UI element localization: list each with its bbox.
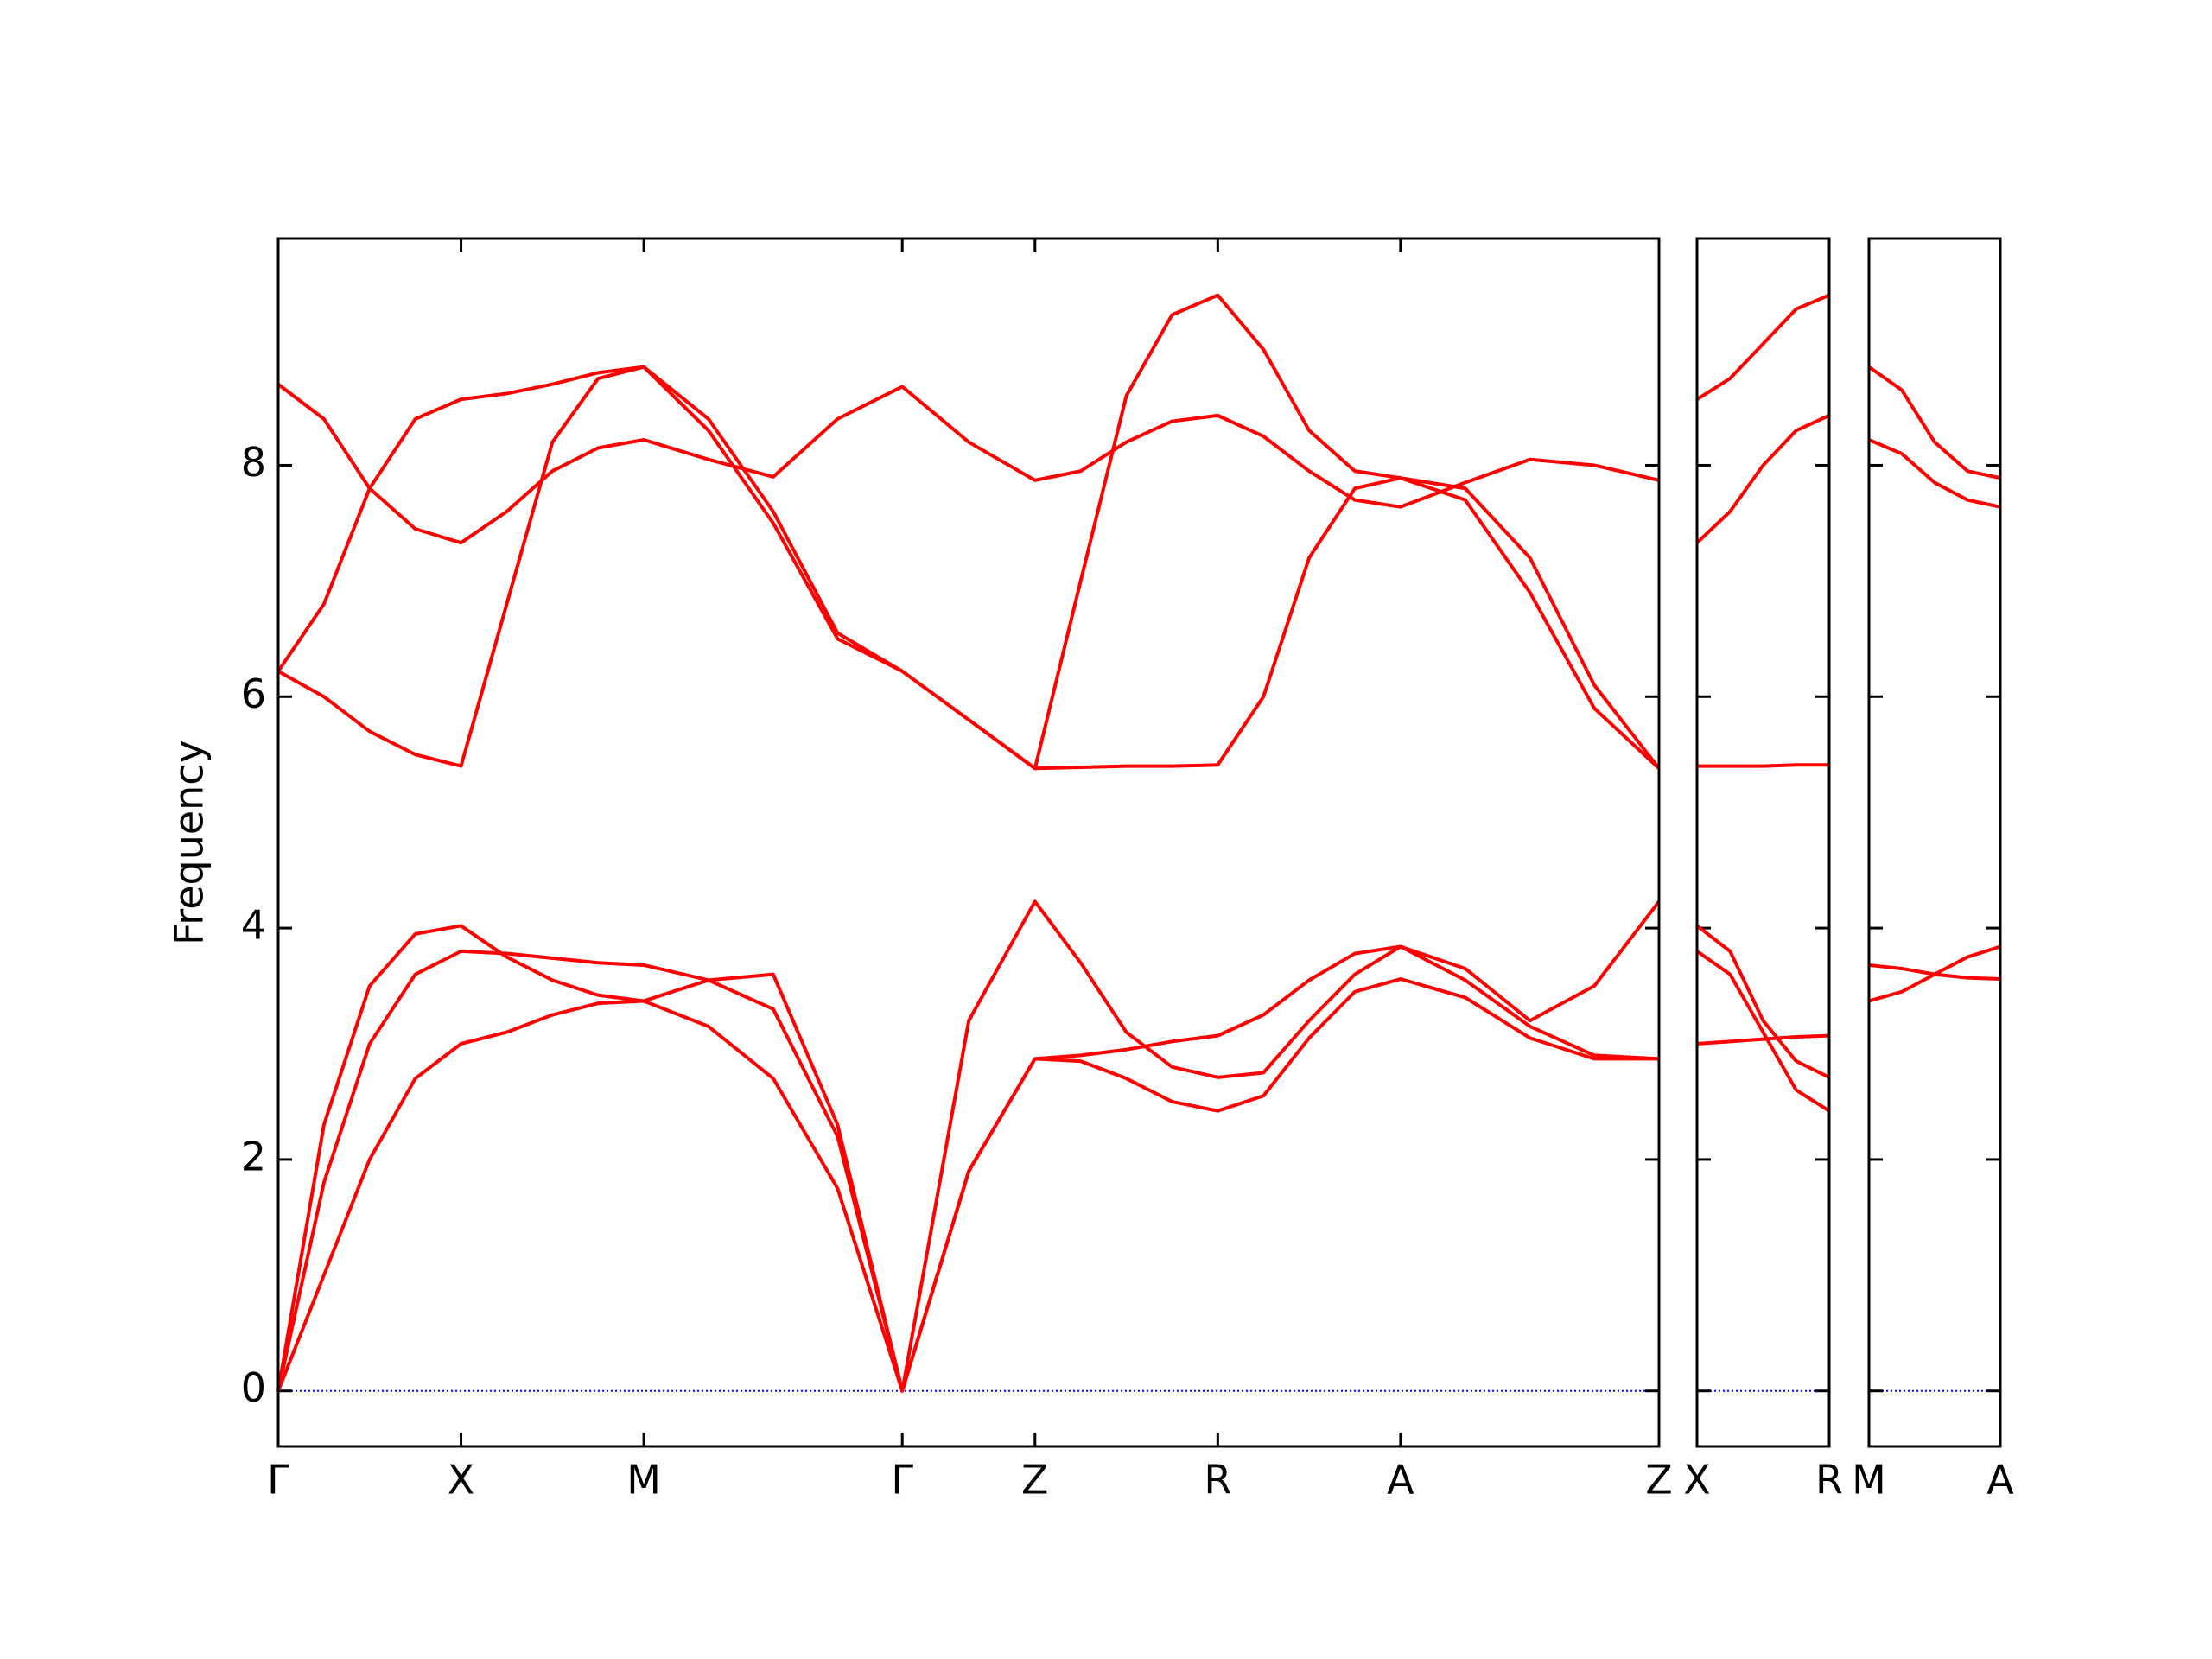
band-line <box>1868 438 2001 509</box>
x-tick-label: Γ <box>891 1457 913 1503</box>
y-tick-label: 0 <box>241 1364 266 1411</box>
x-tick-label: A <box>1387 1457 1414 1503</box>
band-line <box>277 365 1661 771</box>
band-line <box>276 924 1659 1393</box>
y-tick-label: 6 <box>241 671 266 717</box>
x-tick-label: A <box>1986 1457 2014 1503</box>
x-tick-label: M <box>626 1457 661 1503</box>
band-line <box>276 293 1661 771</box>
axes-frame <box>276 237 1661 1448</box>
x-tick-label: X <box>1683 1457 1711 1503</box>
band-line <box>1695 414 1830 544</box>
axes-frame <box>1867 237 2002 1448</box>
x-tick-label: Z <box>1645 1457 1673 1503</box>
y-tick-label: 4 <box>241 902 266 949</box>
band-line <box>1697 763 1829 768</box>
x-tick-label: X <box>448 1457 475 1503</box>
x-tick-label: R <box>1815 1457 1843 1503</box>
y-axis-label: Frequency <box>166 740 213 945</box>
band-line <box>1695 924 1830 1079</box>
band-line <box>1696 1033 1830 1046</box>
band-line <box>276 383 1660 545</box>
band-line <box>1695 950 1831 1113</box>
x-tick-label: Γ <box>267 1457 289 1503</box>
band-line <box>276 899 1660 1393</box>
y-tick-label: 2 <box>241 1133 266 1179</box>
band-line <box>1868 963 2001 982</box>
y-tick-label: 8 <box>241 439 266 486</box>
x-tick-label: R <box>1204 1457 1231 1503</box>
axes-frame <box>1695 237 1831 1448</box>
x-tick-label: Z <box>1021 1457 1049 1503</box>
x-tick-label: M <box>1852 1457 1886 1503</box>
band-line <box>1695 293 1830 401</box>
band-line <box>1867 365 2001 480</box>
